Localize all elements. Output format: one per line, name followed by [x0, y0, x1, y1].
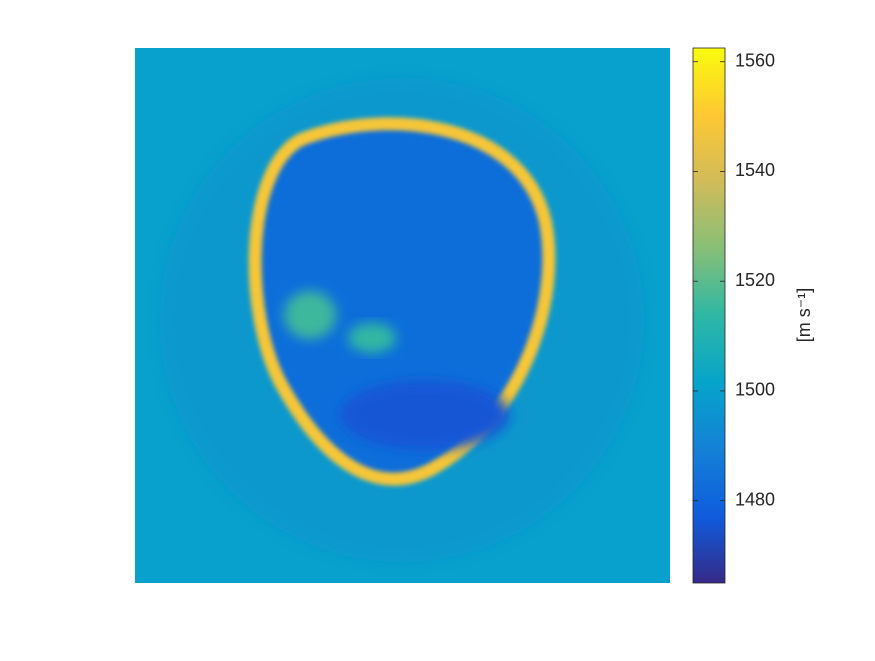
boundary-ring — [248, 117, 556, 486]
heatmap — [135, 48, 670, 583]
dense-region — [340, 380, 510, 450]
inclusion — [348, 323, 396, 353]
colorbar-label: [m s⁻¹] — [794, 288, 814, 343]
colorbar-tick-label: 1560 — [735, 50, 775, 70]
colorbar-tick-label: 1480 — [735, 489, 775, 509]
inclusion — [284, 291, 336, 339]
colorbar-tick-label: 1540 — [735, 160, 775, 180]
colorbar — [692, 47, 726, 584]
colorbar-tick-label: 1520 — [735, 270, 775, 290]
colorbar-tick-label: 1500 — [735, 380, 775, 400]
